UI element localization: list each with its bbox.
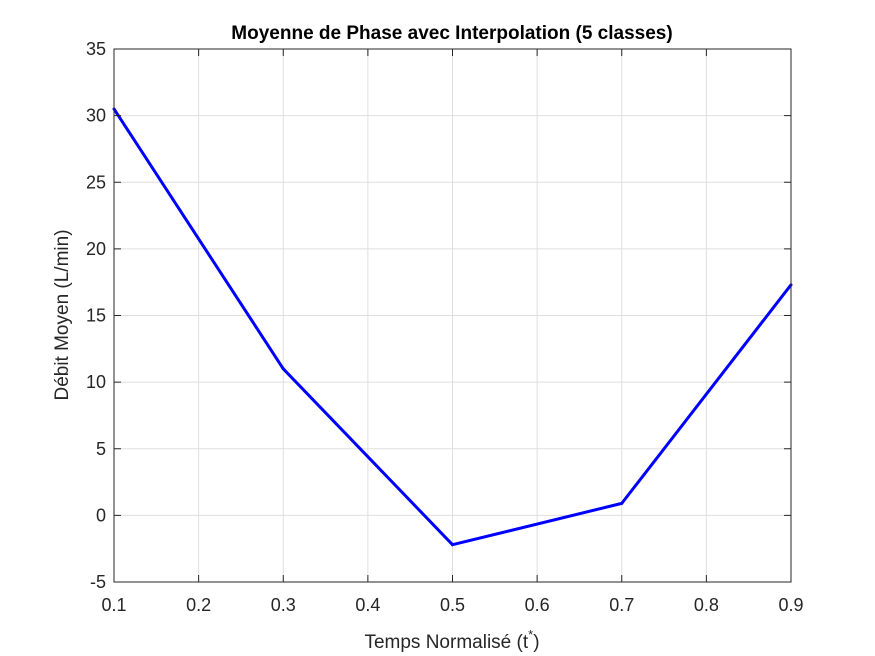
y-tick-label: 20 <box>86 239 106 259</box>
x-tick-label: 0.1 <box>101 595 126 615</box>
x-axis-label-end: ) <box>533 632 539 653</box>
y-tick-label: 5 <box>96 439 106 459</box>
x-tick-label: 0.6 <box>525 595 550 615</box>
y-tick-label: 15 <box>86 306 106 326</box>
x-axis-label-main: Temps Normalisé (t <box>364 632 528 653</box>
x-axis-label: Temps Normalisé (t*) <box>364 627 539 653</box>
x-axis-label-superscript: * <box>528 627 533 642</box>
y-tick-label: 30 <box>86 106 106 126</box>
data-point <box>451 543 454 547</box>
tick-labels: 0.1 0.2 0.3 0.4 0.5 0.6 0.7 0.8 0.9 -5 0 5 10 15 20 25 3… <box>86 39 804 615</box>
y-tick-label: 0 <box>96 505 106 525</box>
x-tick-label: 0.2 <box>186 595 211 615</box>
y-tick-label: 25 <box>86 172 106 192</box>
chart-title: Moyenne de Phase avec Interpolation (5 c… <box>231 23 672 44</box>
x-tick-label: 0.4 <box>355 595 380 615</box>
y-tick-label: 10 <box>86 372 106 392</box>
ticks <box>113 48 792 583</box>
x-tick-label: 0.8 <box>694 595 719 615</box>
x-tick-label: 0.5 <box>440 595 465 615</box>
y-tick-label: -5 <box>90 572 106 592</box>
x-tick-label: 0.9 <box>778 595 803 615</box>
data-point <box>620 501 624 505</box>
y-tick-label: 35 <box>86 39 106 59</box>
x-tick-label: 0.3 <box>271 595 296 615</box>
y-axis-label: Débit Moyen (L/min) <box>52 229 73 400</box>
x-tick-label: 0.7 <box>609 595 634 615</box>
data-point <box>281 367 285 371</box>
